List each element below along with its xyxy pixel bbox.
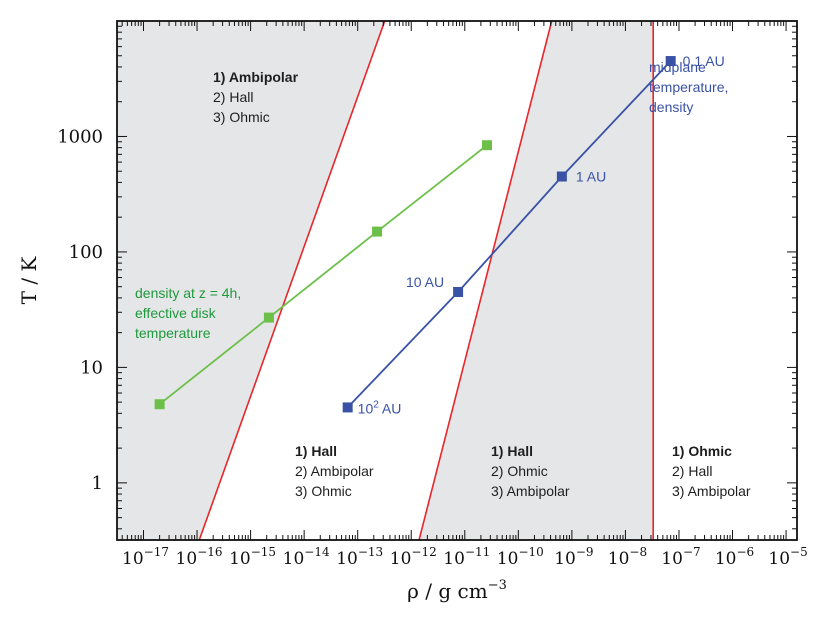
series-2-point	[342, 402, 353, 413]
x-tick-label: 10−12	[390, 545, 437, 569]
annotation-text: effective disk	[135, 305, 217, 321]
x-tick-label: 10−7	[661, 545, 700, 569]
region-labels: 1) Ambipolar 2) Hall 3) Ohmic 1) Hall 2) Amb…	[213, 69, 751, 499]
series-1-point	[372, 226, 383, 237]
x-tick-label: 10−14	[283, 545, 330, 569]
y-tick-label: 100	[69, 242, 103, 263]
annotation-text: temperature	[135, 325, 211, 341]
x-tick-label: 10−13	[336, 545, 383, 569]
x-tick-label: 10−9	[554, 545, 593, 569]
shaded-region-2	[419, 21, 654, 540]
y-tick-label: 1	[92, 473, 103, 494]
shaded-region-1	[117, 21, 385, 540]
shaded-regions	[117, 21, 654, 540]
series-2-point	[453, 286, 464, 297]
boundary-line-1	[198, 20, 386, 541]
series-layer: 102 AU 10 AU 1 AU 0.1 AU	[154, 53, 725, 416]
region-label-line: 3) Ambipolar	[672, 483, 751, 499]
annotations: midplane temperature, density density at z …	[135, 59, 728, 341]
x-tick-label: 10−10	[497, 545, 544, 569]
x-tick-label: 10−17	[122, 545, 169, 569]
region-label-line: 2) Ohmic	[491, 463, 548, 479]
region-label-line: 2) Hall	[672, 463, 712, 479]
series-1-point	[263, 312, 274, 323]
x-tick-label: 10−11	[443, 545, 490, 569]
data-label: 10 AU	[406, 274, 444, 290]
x-tick-label: 10−8	[608, 545, 647, 569]
x-tick-label: 10−6	[715, 545, 754, 569]
x-tick-label: 10−16	[176, 545, 223, 569]
data-label: 1 AU	[576, 169, 606, 185]
annotation-text: temperature,	[649, 79, 728, 95]
data-label: 0.1 AU	[683, 53, 725, 69]
x-tick-label: 10−15	[229, 545, 276, 569]
region-label-line: 1) Hall	[491, 443, 533, 459]
series-2-point	[556, 171, 567, 182]
region-label-line: 1) Hall	[295, 443, 337, 459]
series-1-point	[154, 399, 165, 410]
series-1-point	[482, 140, 493, 151]
x-axis-label: ρ / g cm−3	[407, 578, 507, 603]
plot-frame	[116, 20, 798, 541]
data-label: 102 AU	[358, 399, 402, 416]
region-label-line: 2) Ambipolar	[295, 463, 374, 479]
y-tick-label: 1000	[57, 126, 103, 147]
boundary-line-2	[418, 20, 553, 541]
regime-boundaries	[198, 20, 654, 541]
region-label-line: 2) Hall	[213, 89, 253, 105]
annotation-text: density at z = 4h,	[135, 285, 241, 301]
y-tick-label: 10	[80, 357, 103, 378]
region-label-line: 3) Ambipolar	[491, 483, 570, 499]
x-tick-label: 10−5	[768, 545, 807, 569]
y-axis-label: T / K	[17, 256, 41, 305]
region-label-line: 3) Ohmic	[213, 109, 270, 125]
region-label-line: 1) Ohmic	[672, 443, 732, 459]
series-2-point	[665, 56, 676, 67]
region-label-line: 3) Ohmic	[295, 483, 352, 499]
region-label-line: 1) Ambipolar	[213, 69, 299, 85]
annotation-text: midplane	[649, 59, 706, 75]
annotation-text: density	[649, 99, 693, 115]
series-2-line	[347, 60, 672, 409]
series-1-line	[159, 144, 488, 405]
